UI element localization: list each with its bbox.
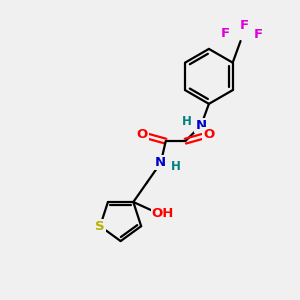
- Text: H: H: [182, 115, 191, 128]
- Text: F: F: [254, 28, 263, 41]
- Text: O: O: [203, 128, 214, 141]
- Text: F: F: [220, 27, 230, 40]
- Text: N: N: [196, 119, 207, 132]
- Text: S: S: [95, 220, 105, 233]
- Text: O: O: [136, 128, 148, 141]
- Text: OH: OH: [152, 207, 174, 220]
- Text: N: N: [155, 156, 166, 169]
- Text: H: H: [171, 160, 181, 173]
- Text: F: F: [240, 19, 249, 32]
